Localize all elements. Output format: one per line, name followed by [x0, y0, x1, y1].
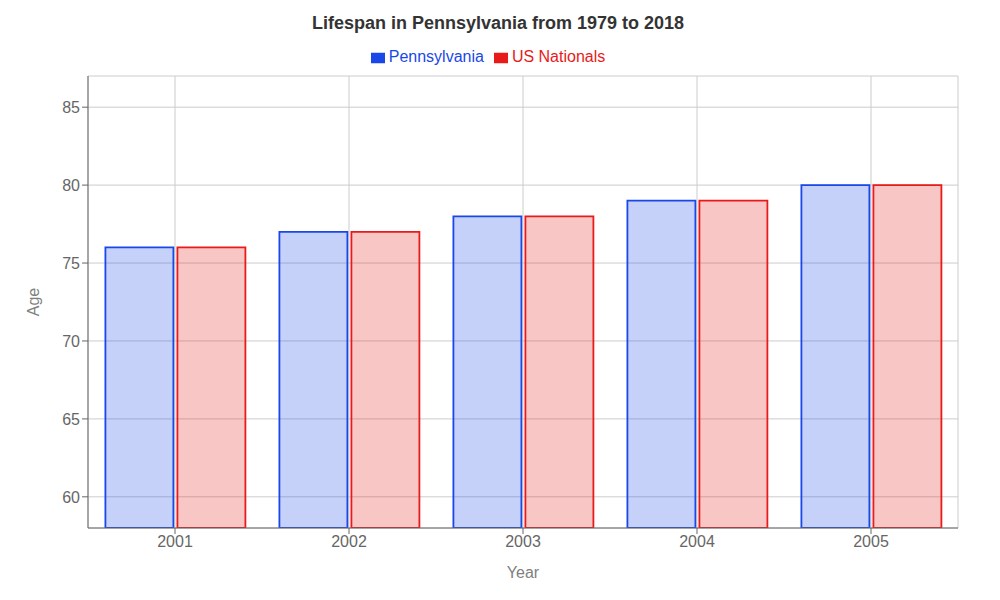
- svg-text:75: 75: [62, 255, 80, 272]
- svg-text:Year: Year: [507, 564, 540, 581]
- svg-text:2004: 2004: [679, 533, 715, 550]
- html-text:Pennsylvania: Pennsylvania: [388, 48, 484, 65]
- svg-text:80: 80: [62, 177, 80, 194]
- svg-text:70: 70: [62, 333, 80, 350]
- svg-text:85: 85: [62, 99, 80, 116]
- svg-text:2002: 2002: [331, 533, 367, 550]
- html-text:US Nationals: US Nationals: [511, 48, 606, 65]
- svg-text:2005: 2005: [853, 533, 889, 550]
- svg-text:Age: Age: [25, 288, 42, 317]
- svg-text:2003: 2003: [505, 533, 541, 550]
- svg-text:2001: 2001: [157, 533, 193, 550]
- svg-text:60: 60: [62, 489, 80, 506]
- svg-text:65: 65: [62, 411, 80, 428]
- html-text:Lifespan in Pennsylvania from: Lifespan in Pennsylvania from 1979 to 20…: [311, 13, 685, 33]
